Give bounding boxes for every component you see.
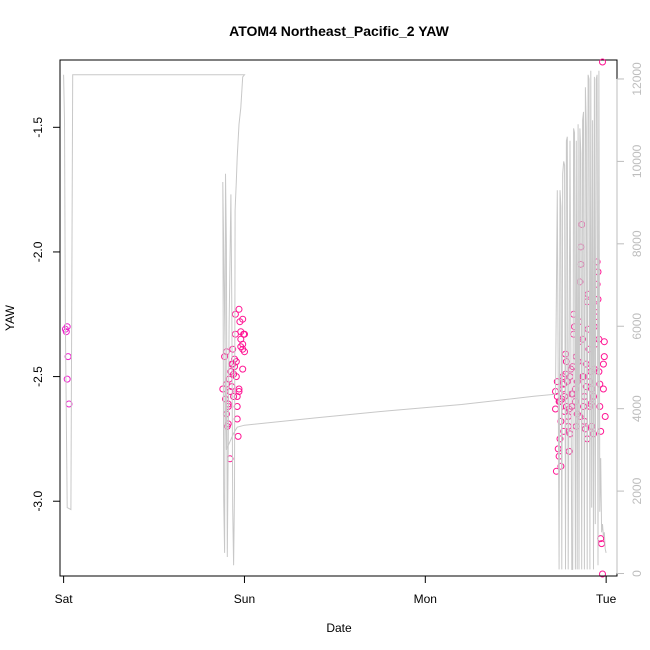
y-axis: -1.5 -2.0 -2.5 -3.0 <box>31 117 61 512</box>
yaw-point <box>600 338 608 346</box>
yaw-point <box>560 380 568 388</box>
y2-tick-label: 8000 <box>630 230 644 257</box>
yaw-point <box>62 328 70 336</box>
y2-tick-label: 2000 <box>630 477 644 504</box>
yaw-point <box>230 393 238 400</box>
yaw-point <box>232 373 240 381</box>
yaw-point <box>601 413 609 420</box>
yaw-point <box>552 405 559 413</box>
yaw-point <box>235 385 243 393</box>
x-tick-label: Tue <box>596 592 617 606</box>
y2-tick-label: 4000 <box>630 395 644 422</box>
yaw-point <box>231 310 239 318</box>
yaw-point <box>229 345 237 353</box>
y2-tick-label: 12000 <box>630 62 644 96</box>
yaw-point <box>237 343 245 351</box>
y-tick-label: -3.0 <box>31 491 45 512</box>
yaw-point <box>560 427 568 435</box>
yaw-point <box>556 435 564 443</box>
yaw-point <box>599 58 606 66</box>
y2-tick-label: 10000 <box>630 144 644 178</box>
y-tick-label: -2.0 <box>31 241 45 262</box>
yaw-point <box>235 388 243 395</box>
points-layer <box>61 58 609 578</box>
line-layer <box>63 70 607 570</box>
y2-axis: 0 2000 4000 6000 8000 10000 12000 <box>616 62 644 577</box>
yaw-point <box>239 315 247 323</box>
yaw-point <box>235 305 243 313</box>
x-axis: Sat Sun Mon Tue <box>55 575 617 606</box>
y-tick-label: -2.5 <box>31 366 45 387</box>
count-series-line <box>63 70 607 570</box>
y-axis-label: YAW <box>3 304 17 331</box>
x-tick-label: Sun <box>234 592 255 606</box>
yaw-point <box>227 368 235 376</box>
y2-tick-label: 0 <box>630 570 644 577</box>
yaw-point <box>600 353 608 361</box>
chart-title: ATOM4 Northeast_Pacific_2 YAW <box>229 23 449 39</box>
x-axis-label: Date <box>326 621 352 635</box>
yaw-point <box>63 375 71 383</box>
x-tick-label: Mon <box>414 592 437 606</box>
yaw-point <box>599 385 607 393</box>
x-tick-label: Sat <box>55 592 74 606</box>
y2-tick-label: 6000 <box>630 313 644 340</box>
yaw-point <box>63 323 71 331</box>
yaw-point <box>239 365 247 373</box>
yaw-point <box>557 462 565 470</box>
yaw-point <box>599 360 607 368</box>
yaw-point <box>240 330 248 338</box>
yaw-point <box>234 432 242 440</box>
y-tick-label: -1.5 <box>31 117 45 138</box>
plot-frame <box>59 59 618 577</box>
yaw-point <box>599 570 606 578</box>
yaw-point <box>553 378 561 386</box>
yaw-point <box>241 348 248 356</box>
